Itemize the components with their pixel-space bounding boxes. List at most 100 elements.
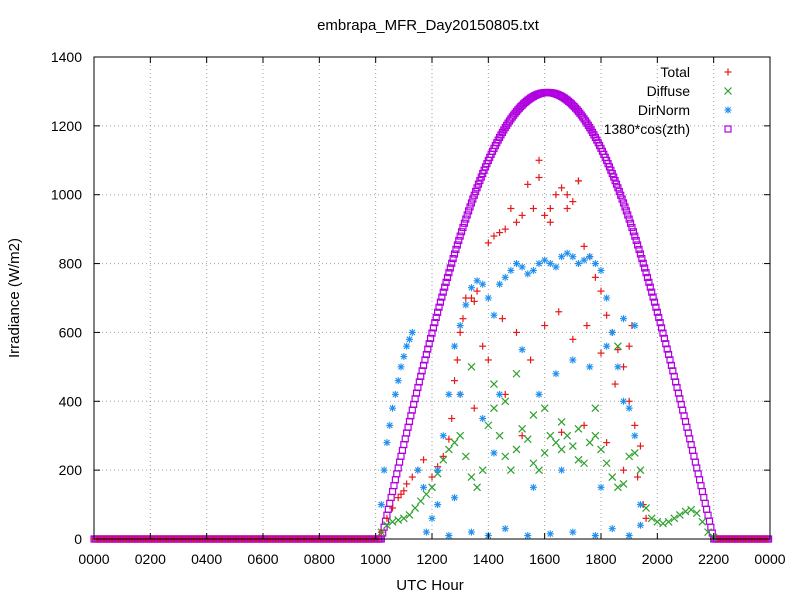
- total-point: [479, 342, 487, 350]
- clear-sky-point: [618, 195, 626, 203]
- total-point: [535, 156, 543, 164]
- diffuse-point: [574, 424, 583, 433]
- series-diffuse: [377, 342, 718, 542]
- dirnorm-point: [445, 390, 453, 398]
- clear-sky-point: [439, 288, 447, 296]
- clear-sky-point: [625, 215, 633, 223]
- total-point: [574, 177, 582, 185]
- diffuse-point: [444, 445, 453, 454]
- dirnorm-point: [546, 530, 554, 538]
- diffuse-point: [568, 442, 577, 450]
- clear-sky-point: [662, 340, 670, 348]
- diffuse-point: [456, 431, 465, 440]
- dirnorm-point: [451, 342, 459, 350]
- diffuse-point: [490, 404, 498, 413]
- total-point: [569, 198, 577, 206]
- clear-sky-point: [642, 269, 650, 277]
- diffuse-point: [580, 459, 589, 468]
- x-tick-label: 0800: [304, 551, 335, 567]
- dirnorm-point: [586, 363, 594, 371]
- x-tick-label: 1000: [360, 551, 391, 567]
- clear-sky-point: [656, 319, 664, 327]
- clear-sky-point: [466, 203, 474, 211]
- dirnorm-point: [529, 483, 537, 491]
- dirnorm-point: [558, 253, 566, 261]
- dirnorm-point: [389, 404, 397, 412]
- dirnorm-point: [405, 335, 413, 343]
- total-point: [484, 239, 492, 247]
- dirnorm-point: [408, 328, 416, 336]
- clear-sky-point: [456, 232, 464, 240]
- x-tick-label: 1400: [473, 551, 504, 567]
- dirnorm-point: [445, 532, 453, 540]
- clear-sky-point: [469, 195, 477, 203]
- diffuse-point: [653, 517, 662, 526]
- clear-sky-point: [426, 334, 435, 342]
- dirnorm-point: [591, 260, 599, 268]
- clear-sky-point: [472, 187, 480, 196]
- y-tick-label: 1400: [51, 49, 82, 65]
- diffuse-point: [416, 497, 425, 506]
- dirnorm-point: [456, 322, 464, 330]
- x-axis-label: UTC Hour: [396, 577, 464, 594]
- total-point: [524, 180, 532, 188]
- clear-sky-point: [434, 308, 442, 316]
- diffuse-point: [659, 519, 667, 528]
- dirnorm-point: [597, 483, 605, 491]
- diffuse-point: [664, 517, 673, 526]
- dirnorm-point: [541, 256, 549, 264]
- total-point: [473, 287, 481, 295]
- clear-sky-point: [652, 303, 660, 311]
- total-point: [558, 184, 566, 192]
- dirnorm-point: [377, 501, 385, 509]
- dirnorm-point: [603, 342, 611, 350]
- dirnorm-point: [400, 353, 408, 361]
- total-point: [546, 204, 554, 212]
- clear-sky-point: [628, 223, 636, 232]
- diffuse-point: [399, 514, 408, 523]
- clear-sky-point: [441, 283, 449, 291]
- diffuse-point: [625, 452, 634, 461]
- legend-item: DirNorm: [638, 102, 732, 118]
- total-point: [513, 218, 520, 226]
- diffuse-point: [467, 473, 476, 481]
- legend-label: Total: [660, 64, 690, 80]
- clear-sky-point: [436, 298, 445, 306]
- legend-item: 1380*cos(zth): [604, 121, 732, 137]
- x-tick-label: 0600: [247, 551, 278, 567]
- y-tick-label: 400: [59, 393, 83, 409]
- diffuse-point: [422, 490, 431, 499]
- total-point: [389, 504, 397, 512]
- total-point: [634, 473, 642, 481]
- total-point: [529, 204, 537, 212]
- clear-sky-point: [450, 250, 459, 258]
- diffuse-point: [506, 466, 515, 475]
- clear-sky-point: [470, 191, 478, 199]
- total-point: [518, 211, 526, 219]
- dirnorm-point: [631, 432, 639, 440]
- clear-sky-point: [457, 228, 466, 236]
- diffuse-point: [495, 431, 504, 440]
- x-tick-label: 1200: [416, 551, 447, 567]
- dirnorm-point: [597, 266, 605, 274]
- diffuse-point: [529, 411, 538, 419]
- diffuse-point: [467, 362, 476, 371]
- dirnorm-point: [490, 449, 498, 457]
- diffuse-point: [518, 424, 527, 433]
- total-point: [448, 415, 456, 422]
- dirnorm-point: [524, 532, 532, 540]
- dirnorm-point: [614, 363, 622, 371]
- clear-sky-point: [632, 236, 640, 245]
- x-tick-label: 1600: [529, 551, 560, 567]
- clear-sky-point: [428, 329, 436, 337]
- diffuse-point: [597, 445, 605, 454]
- total-point: [563, 191, 571, 199]
- legend: Total Diffuse DirNorm 1380*cos(zth): [604, 64, 732, 137]
- total-point: [555, 308, 563, 316]
- clear-sky-point: [445, 269, 453, 277]
- diffuse-point: [552, 438, 560, 447]
- clear-sky-point: [663, 345, 671, 353]
- clear-sky-point: [435, 303, 443, 311]
- total-point: [484, 356, 492, 364]
- clear-sky-point: [648, 288, 656, 296]
